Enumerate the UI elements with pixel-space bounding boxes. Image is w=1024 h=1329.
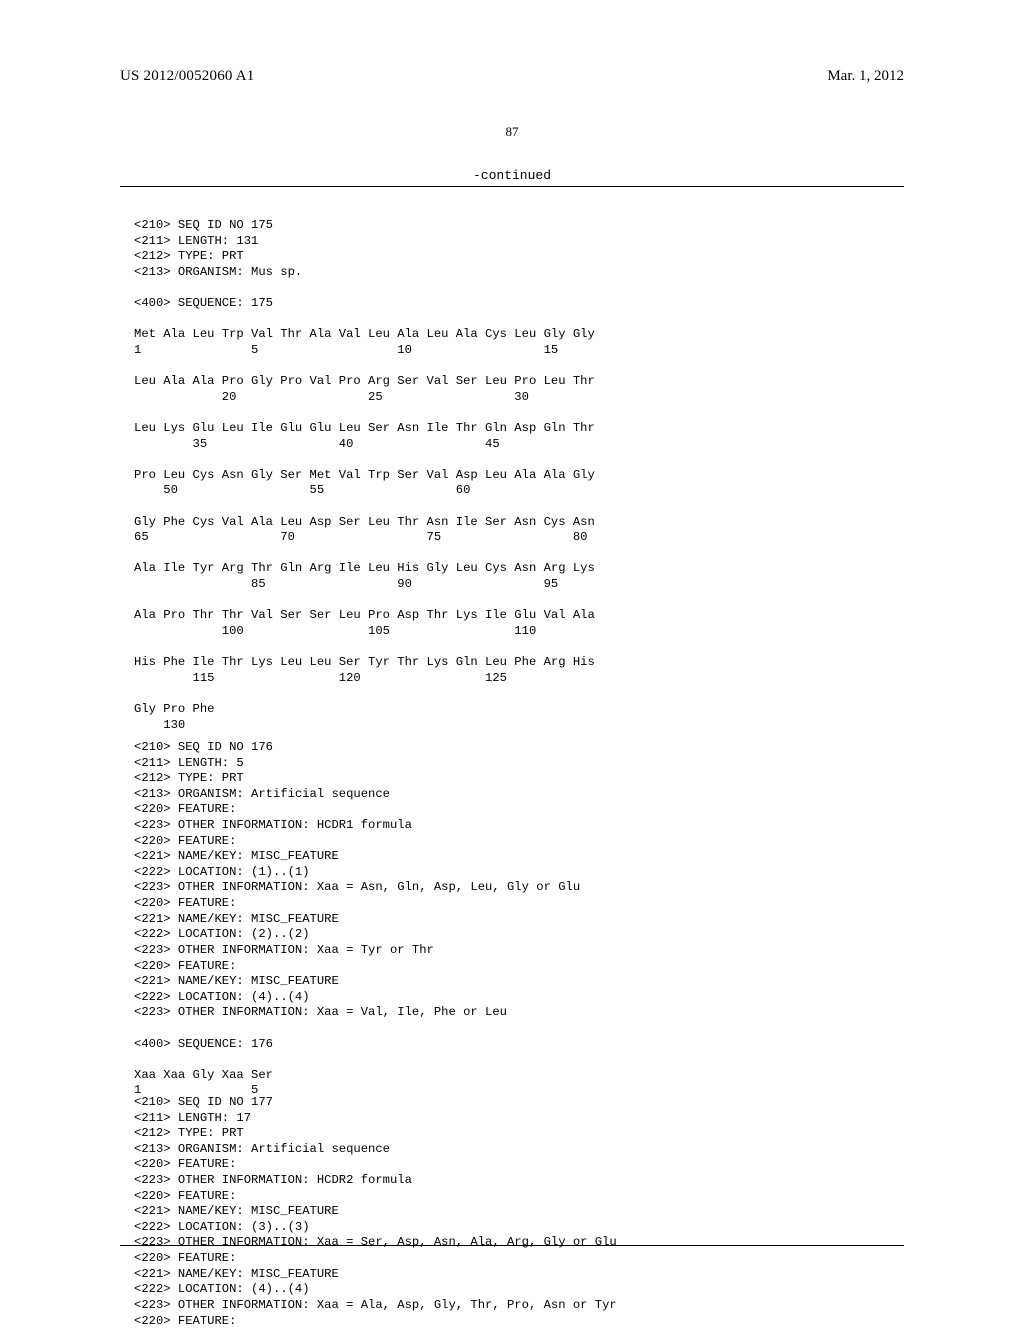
publication-date: Mar. 1, 2012	[827, 68, 904, 85]
continued-label: -continued	[0, 168, 1024, 183]
publication-number: US 2012/0052060 A1	[120, 68, 254, 85]
page-number: 87	[0, 124, 1024, 140]
page: US 2012/0052060 A1 Mar. 1, 2012 87 -cont…	[0, 0, 1024, 1320]
sequence-block: <210> SEQ ID NO 177 <211> LENGTH: 17 <21…	[134, 1095, 890, 1329]
sequence-block: <210> SEQ ID NO 176 <211> LENGTH: 5 <212…	[134, 740, 890, 1099]
sequence-block: <210> SEQ ID NO 175 <211> LENGTH: 131 <2…	[134, 218, 890, 733]
horizontal-rule-top	[120, 186, 904, 187]
